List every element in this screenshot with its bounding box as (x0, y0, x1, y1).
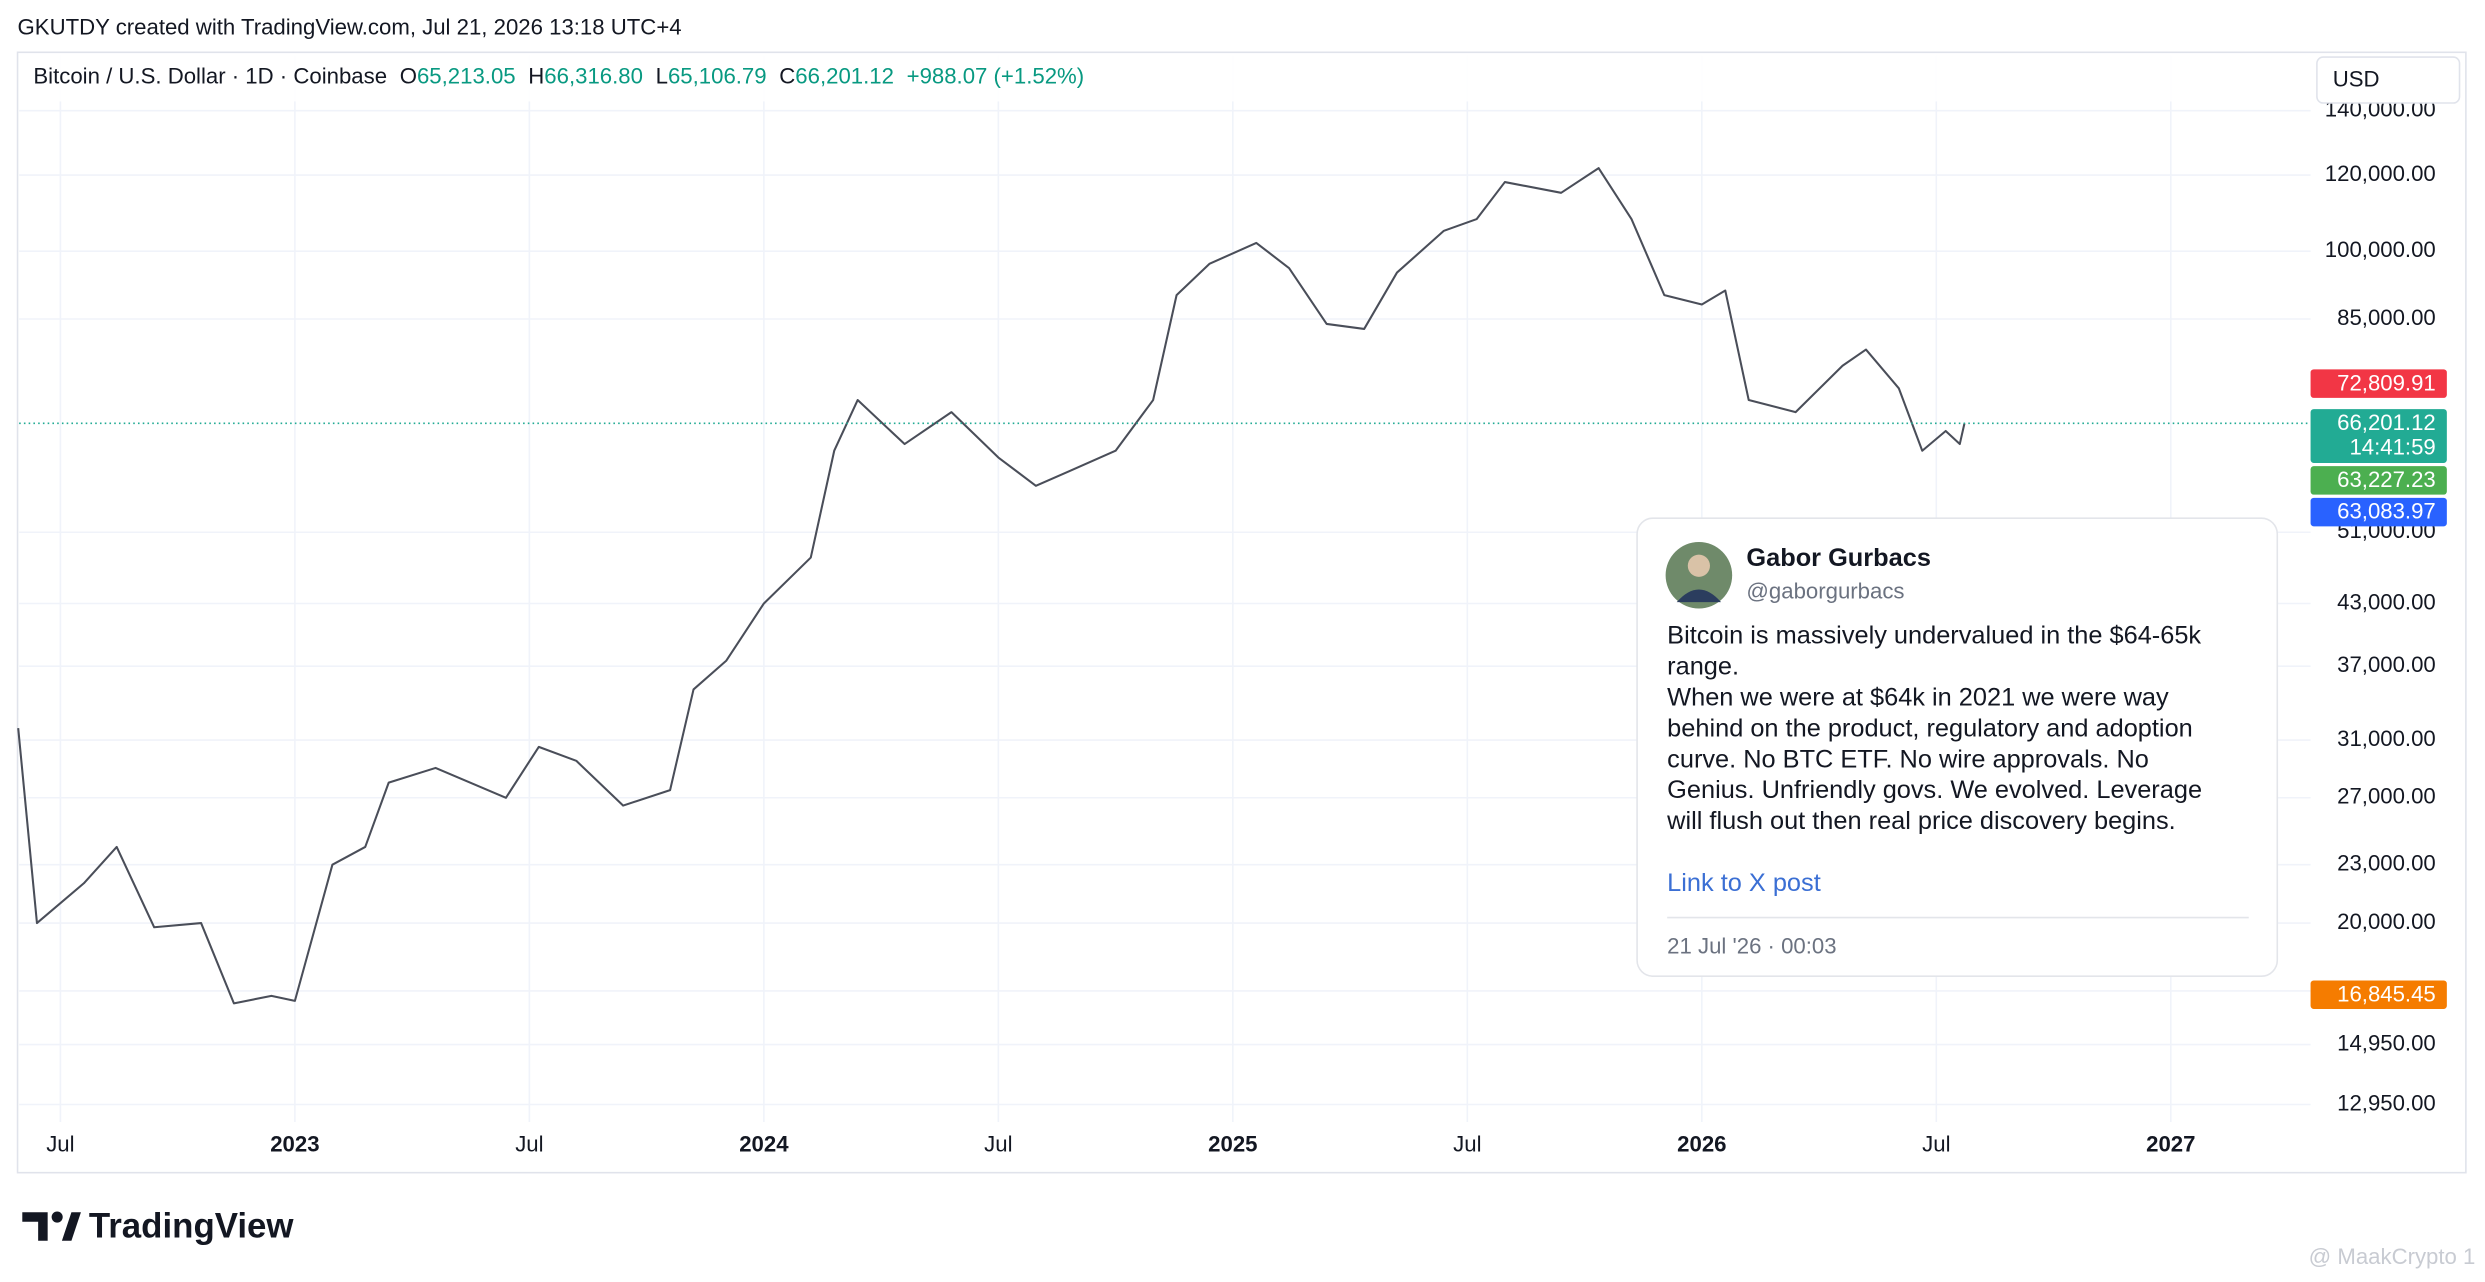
price-tag (2310, 980, 2447, 1009)
y-tick-label: 20,000.00 (2337, 909, 2436, 934)
price-tag-label: 63,227.23 (2337, 467, 2436, 492)
post-text-line: Bitcoin is massively undervalued in the … (1667, 622, 2201, 650)
y-tick-label: 100,000.00 (2325, 237, 2436, 262)
currency-button[interactable] (2316, 56, 2461, 104)
y-tick-label: 12,950.00 (2337, 1090, 2436, 1115)
x-tick-label: Jul (984, 1132, 1012, 1157)
legend-key: L (656, 64, 668, 89)
legend-key: H (528, 64, 544, 89)
x-tick-label: 2027 (2146, 1132, 2195, 1157)
post-text: Bitcoin is massively undervalued in the … (1666, 622, 2202, 835)
legend-value: 66,201.12 (795, 64, 894, 89)
logo-text: TradingView (89, 1206, 295, 1245)
price-tag-label: 72,809.91 (2337, 370, 2436, 395)
legend-key: C (779, 64, 795, 89)
y-tick-label: 23,000.00 (2337, 851, 2436, 876)
post-text-line: will flush out then real price discovery… (1666, 807, 2176, 835)
x-tick-label: Jul (46, 1132, 74, 1157)
y-tick-label: 37,000.00 (2337, 652, 2436, 677)
legend-title: Bitcoin / U.S. Dollar · 1D · Coinbase (33, 64, 387, 89)
post-handle: @gaborgurbacs (1746, 579, 1904, 604)
x-tick-label: 2023 (270, 1132, 319, 1157)
y-tick-label: 120,000.00 (2325, 161, 2436, 186)
legend-key: O (400, 64, 417, 89)
y-tick-label: 85,000.00 (2337, 305, 2436, 330)
x-tick-label: 2024 (739, 1132, 789, 1157)
logo-dot (51, 1211, 63, 1223)
legend-value: 65,213.05 (417, 64, 516, 89)
avatar-body (1676, 589, 1722, 603)
y-tick-label: 31,000.00 (2337, 726, 2436, 751)
post-text-line: behind on the product, regulatory and ad… (1667, 714, 2193, 742)
currency-label[interactable]: USD (2333, 67, 2380, 92)
logo-mark (22, 1212, 48, 1241)
logo: TradingView (22, 1206, 294, 1245)
legend: Bitcoin / U.S. Dollar · 1D · Coinbase O 65… (33, 64, 1084, 89)
plot (17, 167, 2311, 1005)
y-tick-label: 14,950.00 (2337, 1030, 2436, 1055)
y-tick-label: 27,000.00 (2337, 784, 2436, 809)
x-tick-label: Jul (515, 1132, 543, 1157)
price-tag (2310, 466, 2447, 495)
post-card-box (1636, 517, 2279, 977)
price-tag-label: 66,201.12 (2337, 410, 2436, 435)
x-tick-label: Jul (1922, 1132, 1950, 1157)
x-tick-label: 2025 (1208, 1132, 1257, 1157)
watermark: @ MaakCrypto 1 (2309, 1244, 2476, 1269)
price-tag-label: 16,845.45 (2337, 981, 2436, 1006)
post-text-line: Genius. Unfriendly govs. We evolved. Lev… (1667, 776, 2202, 804)
chart-frame (16, 51, 2467, 1174)
legend-change: +988.07 (+1.52%) (907, 64, 1085, 89)
x-tick-label: 2026 (1677, 1132, 1726, 1157)
post-card: Gabor Gurbacs @gaborgurbacs Bitcoin is m… (1636, 517, 2279, 977)
logo-slash (61, 1212, 81, 1241)
post-text-line: range. (1667, 653, 1739, 681)
post-name: Gabor Gurbacs (1746, 544, 1931, 572)
y-tick-label: 43,000.00 (2337, 589, 2436, 614)
header: GKUTDY created with TradingView.com, Jul… (18, 14, 682, 39)
price-line (17, 167, 1966, 1005)
legend-background (19, 53, 2308, 102)
x-tick-label: Jul (1453, 1132, 1481, 1157)
price-tag-label: 63,083.97 (2337, 499, 2436, 524)
price-tag (2310, 409, 2447, 463)
price-tag (2310, 497, 2447, 527)
post-date: 21 Jul '26 · 00:03 (1667, 933, 1836, 958)
price-tag (2310, 369, 2447, 398)
post-link[interactable]: Link to X post (1667, 869, 1821, 897)
legend-value: 66,316.80 (544, 64, 643, 89)
x-axis: Jul 2023 Jul 2024 Jul 2025 Jul 2026 Jul 2027 (46, 1132, 2195, 1157)
avatar-face (1687, 554, 1710, 577)
price-tag-countdown: 14:41:59 (2349, 435, 2435, 460)
post-text-line: When we were at $64k in 2021 we were way (1667, 684, 2169, 712)
legend-value: 65,106.79 (668, 64, 767, 89)
post-text-line: curve. No BTC ETF. No wire approvals. No (1667, 745, 2149, 773)
